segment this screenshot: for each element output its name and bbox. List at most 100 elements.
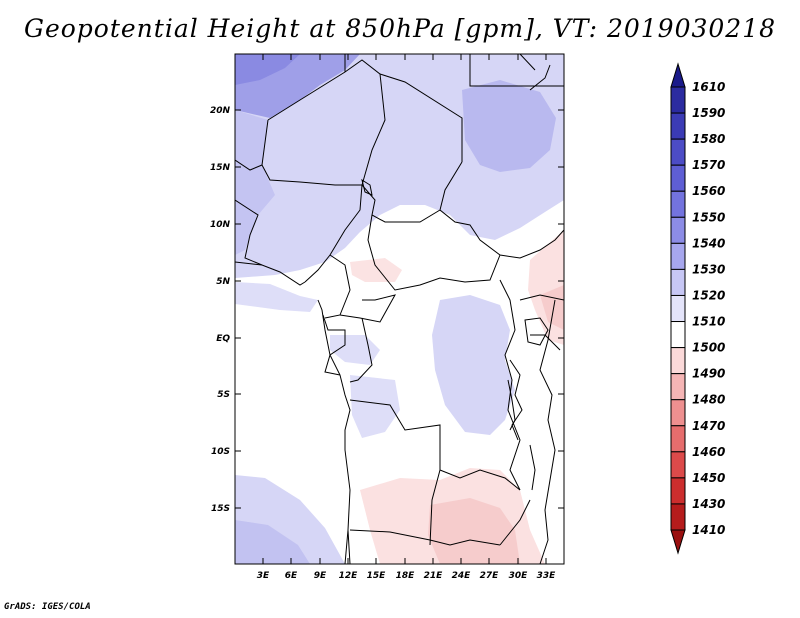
colorbar-segment [670, 321, 686, 349]
lon-label: 30E [509, 571, 529, 581]
colorbar-label: 1510 [692, 315, 725, 329]
border-car [367, 214, 501, 291]
lon-label: 21E [424, 571, 444, 581]
lon-label: 24E [452, 571, 472, 581]
colorbar-label: 1590 [692, 106, 725, 120]
border-lakes [509, 359, 523, 441]
lake-victoria [524, 317, 549, 346]
field-1530-1540-west [235, 110, 275, 255]
border-north-1 [267, 59, 463, 162]
border-cameroon-south [324, 254, 351, 319]
field-1490-1500-south [428, 498, 520, 564]
colorbar-label: 1530 [692, 262, 725, 276]
border-ne-coast [519, 54, 551, 91]
longitude-axis: 3E 6E 9E 12E 15E 18E 21E 24E 27E 30E 33E [257, 571, 556, 581]
grads-credit: GrADS: IGES/COLA [4, 602, 91, 612]
field-1520-1530-angola-coast [350, 375, 400, 438]
field-1520-1530-central [432, 295, 515, 435]
colorbar-label: 1480 [692, 393, 725, 407]
border-sudan [439, 161, 564, 259]
border-drc-east [499, 279, 521, 491]
colorbar-label: 1500 [692, 341, 725, 355]
border-gabon [322, 314, 346, 376]
lon-label: 6E [285, 571, 298, 581]
colorbar-label: 1520 [692, 288, 725, 302]
lon-label: 33E [537, 571, 557, 581]
colorbar-segment [670, 138, 686, 166]
border-angola-south [344, 449, 501, 564]
lon-label: 9E [314, 571, 327, 581]
colorbar-segment [670, 373, 686, 401]
field-1530-1540-southwest [235, 520, 310, 564]
border-nigeria-cameroon [304, 184, 363, 283]
colorbar-segment [670, 425, 686, 453]
colorbar-segment [670, 347, 686, 375]
colorbar-label: 1550 [692, 210, 725, 224]
height-field [235, 54, 564, 564]
border-drc-west [349, 317, 373, 383]
border-niger-nigeria [261, 119, 362, 186]
lon-label: 12E [339, 571, 359, 581]
map-panel: 20N 15N 10N 5N EQ 5S 10S 15S 3E 6E 9E 12… [210, 53, 565, 581]
colorbar-segment [670, 190, 686, 218]
field-1530-1540-northeast [462, 80, 556, 172]
border-chad [361, 73, 441, 223]
lake-tanganyika [507, 379, 516, 431]
border-zambia [429, 469, 531, 546]
lat-label: EQ [216, 334, 230, 344]
colorbar-label: 1410 [692, 523, 725, 537]
colorbar-label: 1570 [692, 158, 725, 172]
border-east-coast [539, 299, 556, 564]
lake-malawi [529, 444, 536, 491]
colorbar-segment [670, 242, 686, 270]
lake-chad [361, 178, 373, 196]
lon-label: 18E [396, 571, 416, 581]
colorbar-segment [670, 503, 686, 531]
colorbar-label: 1470 [692, 419, 725, 433]
colorbar-segment [670, 399, 686, 427]
lon-label: 27E [480, 571, 500, 581]
colorbar-segment [670, 86, 686, 114]
lat-label: 5N [216, 277, 230, 287]
colorbar-label: 1580 [692, 132, 725, 146]
lat-label: 10N [210, 220, 231, 230]
coastline-south [344, 529, 349, 564]
colorbar-segment [670, 268, 686, 296]
lat-label: 15N [210, 163, 231, 173]
coastline-west [235, 261, 351, 450]
field-1550-1560-northwest [235, 54, 300, 85]
latitude-axis: 20N 15N 10N 5N EQ 5S 10S 15S [210, 106, 231, 514]
colorbar-segment [670, 216, 686, 244]
lat-label: 10S [211, 447, 230, 457]
colorbar-bottom-arrow [670, 529, 686, 555]
colorbar-label: 1560 [692, 184, 725, 198]
lon-label: 3E [257, 571, 270, 581]
lat-label: 20N [210, 106, 231, 116]
map-title: Geopotential Height at 850hPa [gpm], VT:… [23, 14, 777, 43]
map-frame [234, 53, 565, 565]
colorbar-segment [670, 451, 686, 479]
field-1500-1510-car [350, 258, 402, 282]
lat-label: 15S [211, 504, 230, 514]
colorbar-top-arrow [670, 62, 686, 88]
colorbar-label: 1540 [692, 236, 725, 250]
colorbar-segment [670, 112, 686, 140]
lat-label: 5S [217, 390, 230, 400]
colorbar-label: 1610 [692, 80, 725, 94]
colorbar-label: 1490 [692, 367, 725, 381]
colorbar-label: 1460 [692, 445, 725, 459]
country-borders [235, 54, 564, 564]
colorbar-label: 1450 [692, 471, 725, 485]
longitude-ticks [262, 54, 547, 564]
colorbar: 1610 1590 1580 1570 1560 1550 1540 1530 1520 1510… [670, 62, 725, 555]
border-west-africa [235, 159, 263, 266]
colorbar-label: 1430 [692, 497, 725, 511]
border-north-3 [469, 54, 564, 87]
field-1520-1530-gulf [235, 282, 318, 312]
colorbar-segment [670, 294, 686, 323]
colorbar-segment [670, 164, 686, 192]
border-congo [339, 294, 396, 323]
latitude-ticks [235, 109, 564, 509]
colorbar-segment [670, 477, 686, 505]
